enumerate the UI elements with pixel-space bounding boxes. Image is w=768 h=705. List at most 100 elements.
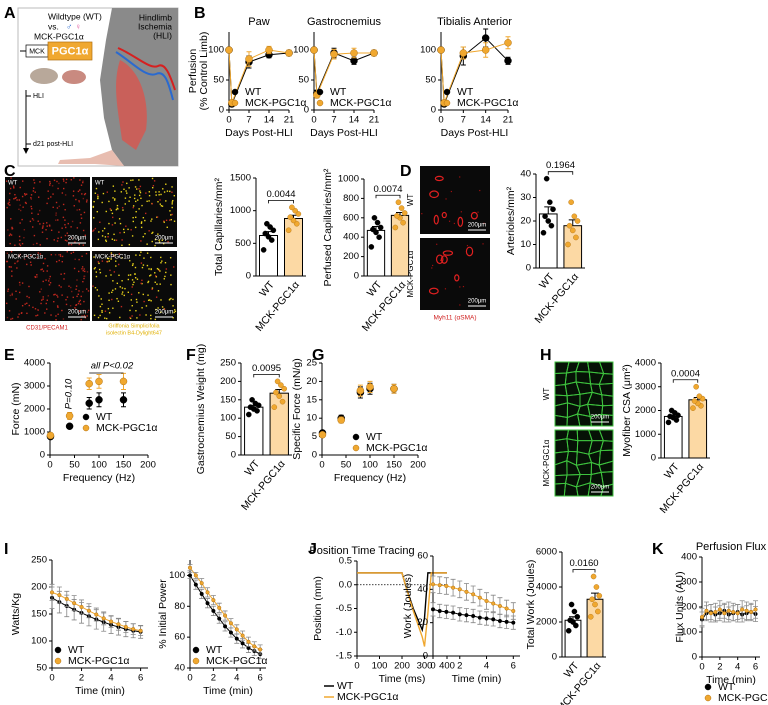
stain-dot — [14, 197, 17, 199]
stain-dot — [147, 294, 149, 296]
stain-dot — [142, 235, 144, 238]
stain-dot — [55, 260, 58, 263]
stain-dot — [112, 197, 114, 199]
y-tick-label: 0 — [231, 450, 236, 461]
stain-dot — [74, 241, 76, 243]
x-tick-label: 21 — [503, 115, 514, 126]
micrograph — [420, 166, 490, 234]
stain-dot — [94, 227, 97, 230]
stain-dot — [85, 288, 88, 290]
stain-dot — [139, 190, 141, 192]
legend-label: MCK-PGC1α — [68, 655, 130, 667]
stain-dot — [151, 203, 153, 205]
stain-dot — [82, 197, 85, 200]
stain-dot — [101, 260, 104, 262]
x-tick-label: 400 — [439, 661, 455, 672]
stain-dot — [71, 237, 73, 239]
stain-dot — [7, 290, 9, 292]
stain-dot — [124, 203, 126, 205]
x-tick-label: 0 — [319, 460, 324, 471]
chart-title: Position Time Tracing — [309, 545, 414, 557]
stain-dot — [72, 296, 74, 299]
stain-dot — [85, 252, 88, 255]
stain-dot — [37, 220, 39, 222]
data-point — [392, 224, 399, 231]
stain-dot — [172, 199, 174, 202]
data-point — [395, 199, 402, 206]
stain-dot — [482, 243, 484, 245]
stain-dot — [80, 213, 82, 216]
stain-dot — [106, 191, 109, 193]
stain-dot — [9, 187, 12, 190]
stain-dot — [24, 192, 26, 195]
stain-dot — [146, 264, 149, 267]
data-point — [249, 396, 255, 403]
data-point — [356, 386, 365, 395]
diagram-text: Wildtype (WT) — [48, 11, 102, 21]
stain-dot — [73, 267, 76, 270]
stain-dot — [98, 262, 100, 265]
data-point — [571, 213, 578, 220]
stain-dot — [115, 260, 117, 262]
data-point — [484, 598, 489, 604]
stain-dot — [73, 205, 75, 207]
data-point — [548, 222, 555, 229]
y-tick-label: 0 — [651, 453, 656, 464]
y-tick-label: 600 — [343, 212, 359, 223]
vein — [115, 51, 174, 101]
y-axis-label: Flux Units (AU) — [674, 571, 686, 642]
stain-dot — [130, 179, 132, 182]
data-point — [593, 584, 600, 590]
stain-dot — [160, 299, 162, 301]
stain-dot — [61, 255, 64, 258]
stain-dot — [84, 316, 87, 319]
diagram-text: vs. — [48, 21, 59, 31]
x-tick-label: 0 — [226, 115, 231, 126]
stain-dot — [23, 237, 25, 239]
stain-dot — [97, 197, 99, 200]
data-point — [225, 46, 233, 54]
stain-dot — [31, 212, 33, 214]
data-point — [57, 593, 62, 598]
data-point — [484, 616, 489, 621]
stain-dot — [138, 179, 140, 181]
stain-dot — [133, 281, 135, 283]
stain-dot — [141, 307, 143, 309]
legend-swatch — [231, 99, 239, 107]
stain-dot — [144, 233, 146, 235]
stain-dot — [13, 198, 15, 200]
stain-dot — [13, 187, 15, 189]
x-axis-label: Time (min) — [203, 685, 253, 697]
scale-label: 200μm — [468, 299, 486, 305]
stain-dot — [108, 222, 110, 225]
data-point — [457, 587, 462, 592]
y-tick-label: 250 — [220, 358, 236, 369]
vessel-ring — [433, 214, 439, 225]
significance-bracket — [253, 374, 280, 378]
stain-dot — [169, 257, 172, 259]
data-point — [589, 596, 595, 603]
stain-dot — [123, 231, 125, 234]
stain-dot — [68, 285, 70, 287]
stain-dot — [46, 237, 48, 240]
stain-dot — [151, 288, 153, 290]
stain-dot — [108, 260, 110, 262]
stain-dot — [7, 288, 10, 290]
stain-dot — [140, 226, 143, 229]
stain-dot — [21, 312, 23, 314]
bar — [259, 234, 278, 277]
data-point — [123, 624, 128, 630]
artery — [117, 47, 176, 91]
data-point — [94, 612, 99, 617]
stain-dot — [127, 278, 130, 281]
stain-dot — [30, 208, 33, 210]
data-point — [264, 220, 270, 227]
bar — [390, 214, 410, 277]
y-tick-label: 4000 — [635, 358, 656, 369]
y-axis-label: Total Capillaries/mm² — [213, 177, 225, 276]
legend-swatch — [82, 413, 90, 421]
x-tick-label: 0 — [49, 673, 54, 684]
legend-label: WT — [206, 644, 223, 656]
stain-dot — [77, 293, 80, 296]
